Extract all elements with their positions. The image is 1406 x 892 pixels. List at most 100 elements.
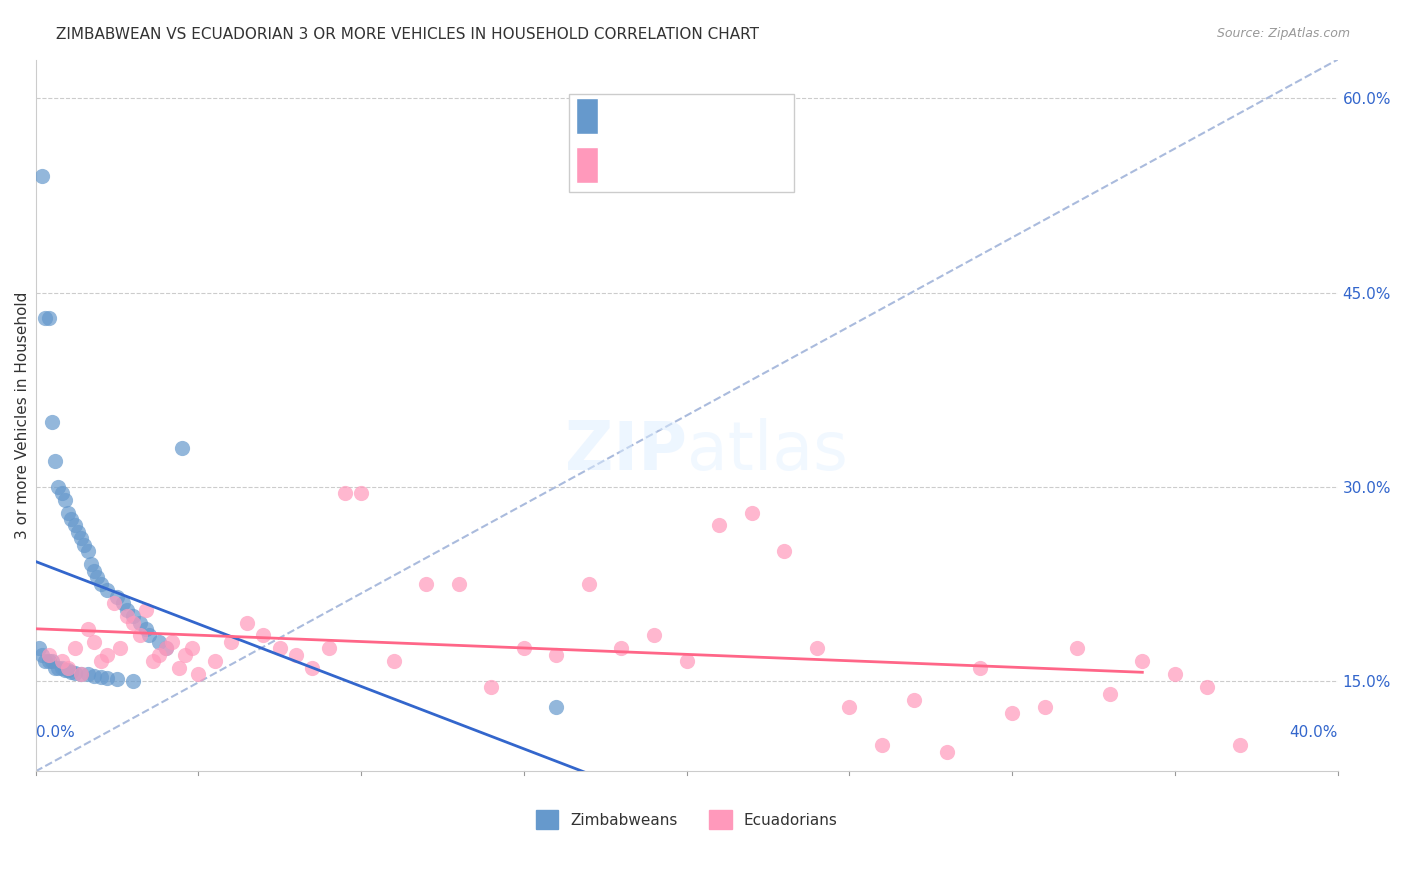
Point xyxy=(252,628,274,642)
Point xyxy=(83,635,105,649)
Point xyxy=(115,602,138,616)
Point xyxy=(63,641,86,656)
Point xyxy=(1033,699,1056,714)
Text: R =: R = xyxy=(605,156,641,174)
Point xyxy=(180,641,202,656)
Point xyxy=(219,635,242,649)
Point xyxy=(167,661,190,675)
Y-axis label: 3 or more Vehicles in Household: 3 or more Vehicles in Household xyxy=(15,292,30,539)
Point xyxy=(105,590,128,604)
Point xyxy=(38,654,60,668)
Point xyxy=(135,602,157,616)
Point xyxy=(63,665,86,680)
Point xyxy=(610,641,633,656)
Point xyxy=(28,641,51,656)
Point xyxy=(162,635,184,649)
Point xyxy=(53,492,76,507)
Point xyxy=(56,661,79,675)
Point xyxy=(1197,680,1219,694)
Point xyxy=(90,576,112,591)
Point xyxy=(41,415,63,429)
Point xyxy=(148,648,170,662)
Point xyxy=(838,699,860,714)
Point xyxy=(447,576,470,591)
Point xyxy=(1001,706,1024,720)
Point xyxy=(382,654,405,668)
Point xyxy=(70,532,93,546)
Point xyxy=(112,596,135,610)
Point xyxy=(34,654,56,668)
Point xyxy=(76,667,98,681)
Point xyxy=(135,622,157,636)
Text: 40.0%: 40.0% xyxy=(1289,725,1337,740)
Point xyxy=(870,739,893,753)
Point xyxy=(142,654,165,668)
Point xyxy=(174,648,197,662)
Point xyxy=(96,671,118,685)
Point xyxy=(236,615,259,630)
Point xyxy=(806,641,828,656)
Point xyxy=(44,454,66,468)
Point xyxy=(80,558,103,572)
Point xyxy=(578,576,600,591)
Point xyxy=(301,661,323,675)
Point xyxy=(90,654,112,668)
Legend: Zimbabweans, Ecuadorians: Zimbabweans, Ecuadorians xyxy=(530,804,844,835)
Point xyxy=(76,622,98,636)
Point xyxy=(350,486,373,500)
Point xyxy=(122,673,145,688)
Point xyxy=(31,169,53,183)
Text: atlas: atlas xyxy=(686,418,848,484)
Point xyxy=(513,641,536,656)
Point xyxy=(155,641,177,656)
Point xyxy=(479,680,502,694)
Point xyxy=(96,583,118,598)
Point xyxy=(115,609,138,624)
Point xyxy=(148,635,170,649)
Point xyxy=(707,518,730,533)
Point xyxy=(66,524,89,539)
Point xyxy=(96,648,118,662)
Point xyxy=(51,661,73,675)
Point xyxy=(83,564,105,578)
Point xyxy=(1098,687,1121,701)
Point xyxy=(41,654,63,668)
Point xyxy=(333,486,356,500)
Point xyxy=(60,665,83,679)
Point xyxy=(44,661,66,675)
Point xyxy=(546,699,568,714)
Point xyxy=(51,486,73,500)
Point xyxy=(60,512,83,526)
Point xyxy=(46,661,69,675)
Point xyxy=(34,311,56,326)
Point xyxy=(1130,654,1153,668)
Text: ZIMBABWEAN VS ECUADORIAN 3 OR MORE VEHICLES IN HOUSEHOLD CORRELATION CHART: ZIMBABWEAN VS ECUADORIAN 3 OR MORE VEHIC… xyxy=(56,27,759,42)
Point xyxy=(969,661,991,675)
Point xyxy=(1164,667,1187,681)
Point xyxy=(643,628,665,642)
Point xyxy=(128,628,150,642)
Text: 60: 60 xyxy=(745,156,768,174)
Point xyxy=(70,667,93,681)
Point xyxy=(187,667,209,681)
Point xyxy=(73,538,96,552)
Point xyxy=(773,544,796,558)
Text: -0.036: -0.036 xyxy=(654,156,713,174)
Point xyxy=(31,648,53,662)
Point xyxy=(128,615,150,630)
Point xyxy=(56,664,79,678)
Point xyxy=(76,544,98,558)
Point xyxy=(415,576,437,591)
Point xyxy=(122,609,145,624)
Point xyxy=(269,641,291,656)
Point xyxy=(1229,739,1251,753)
Point xyxy=(108,641,131,656)
Point xyxy=(83,668,105,682)
Point xyxy=(46,480,69,494)
Point xyxy=(122,615,145,630)
Point xyxy=(38,648,60,662)
Point xyxy=(285,648,308,662)
Point xyxy=(70,667,93,681)
Text: ZIP: ZIP xyxy=(565,418,686,484)
Point xyxy=(170,441,193,455)
